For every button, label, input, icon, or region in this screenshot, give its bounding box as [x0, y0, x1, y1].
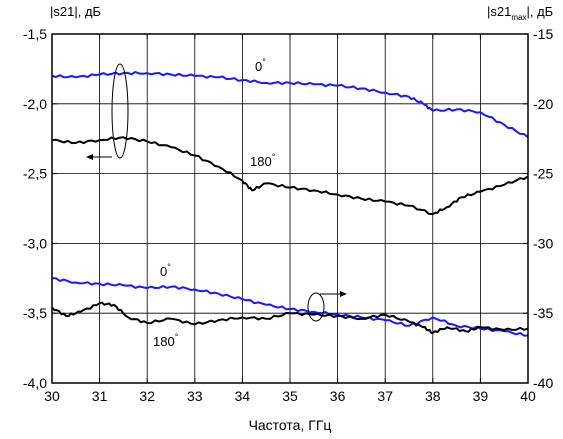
series-line-max-180deg	[51, 301, 529, 334]
x-tick-label: 33	[187, 388, 203, 404]
series-line-180deg	[51, 136, 529, 216]
x-tick-label: 39	[473, 388, 489, 404]
x-tick-label: 35	[282, 388, 298, 404]
y-right-tick-label: -15	[533, 26, 553, 42]
series-group	[51, 71, 529, 337]
ticks	[51, 33, 529, 384]
left-arrow-icon	[86, 154, 93, 160]
x-tick-label: 34	[235, 388, 251, 404]
y-right-tick-label: -40	[533, 375, 553, 391]
right-axis-marker-ellipse	[307, 292, 325, 322]
y-left-tick-label: -2,0	[23, 96, 47, 112]
annotation-0deg-upper: 0°	[255, 57, 266, 74]
annotation-180deg-lower: 180°	[153, 332, 179, 349]
y-left-axis-label: |s21|, дБ	[50, 4, 101, 19]
y-right-axis-label: |s21max|, дБ	[487, 4, 553, 22]
x-tick-label: 37	[377, 388, 393, 404]
x-axis-label: Частота, ГГц	[249, 417, 332, 433]
left-axis-marker	[86, 63, 129, 160]
y-right-tick-label: -30	[533, 235, 553, 251]
y-left-tick-label: -4,0	[23, 375, 47, 391]
y-left-tick-label: -1,5	[23, 26, 47, 42]
y-right-tick-label: -25	[533, 166, 553, 182]
tick-labels: 30 31 32 33 34 35 36 37 38 39 40 -1,5 -15 -2,0 -20 -2,5…	[23, 26, 554, 404]
x-tick-label: 38	[425, 388, 441, 404]
annotation-0deg-lower: 0°	[160, 262, 171, 279]
annotation-180deg-upper: 180°	[250, 152, 276, 169]
left-axis-marker-ellipse	[111, 63, 129, 159]
right-axis-marker	[307, 291, 347, 322]
y-left-tick-label: -2,5	[23, 166, 47, 182]
y-left-tick-label: -3,5	[23, 305, 47, 321]
x-tick-label: 40	[520, 388, 536, 404]
y-left-tick-label: -3,0	[23, 235, 47, 251]
x-tick-label: 31	[92, 388, 108, 404]
x-tick-label: 30	[44, 388, 60, 404]
y-right-tick-label: -35	[533, 305, 553, 321]
series-line-0deg	[51, 71, 529, 139]
y-right-tick-label: -20	[533, 96, 553, 112]
x-tick-label: 32	[139, 388, 155, 404]
right-arrow-icon	[340, 291, 347, 297]
x-tick-label: 36	[330, 388, 346, 404]
series-line-max-0deg	[52, 277, 529, 337]
